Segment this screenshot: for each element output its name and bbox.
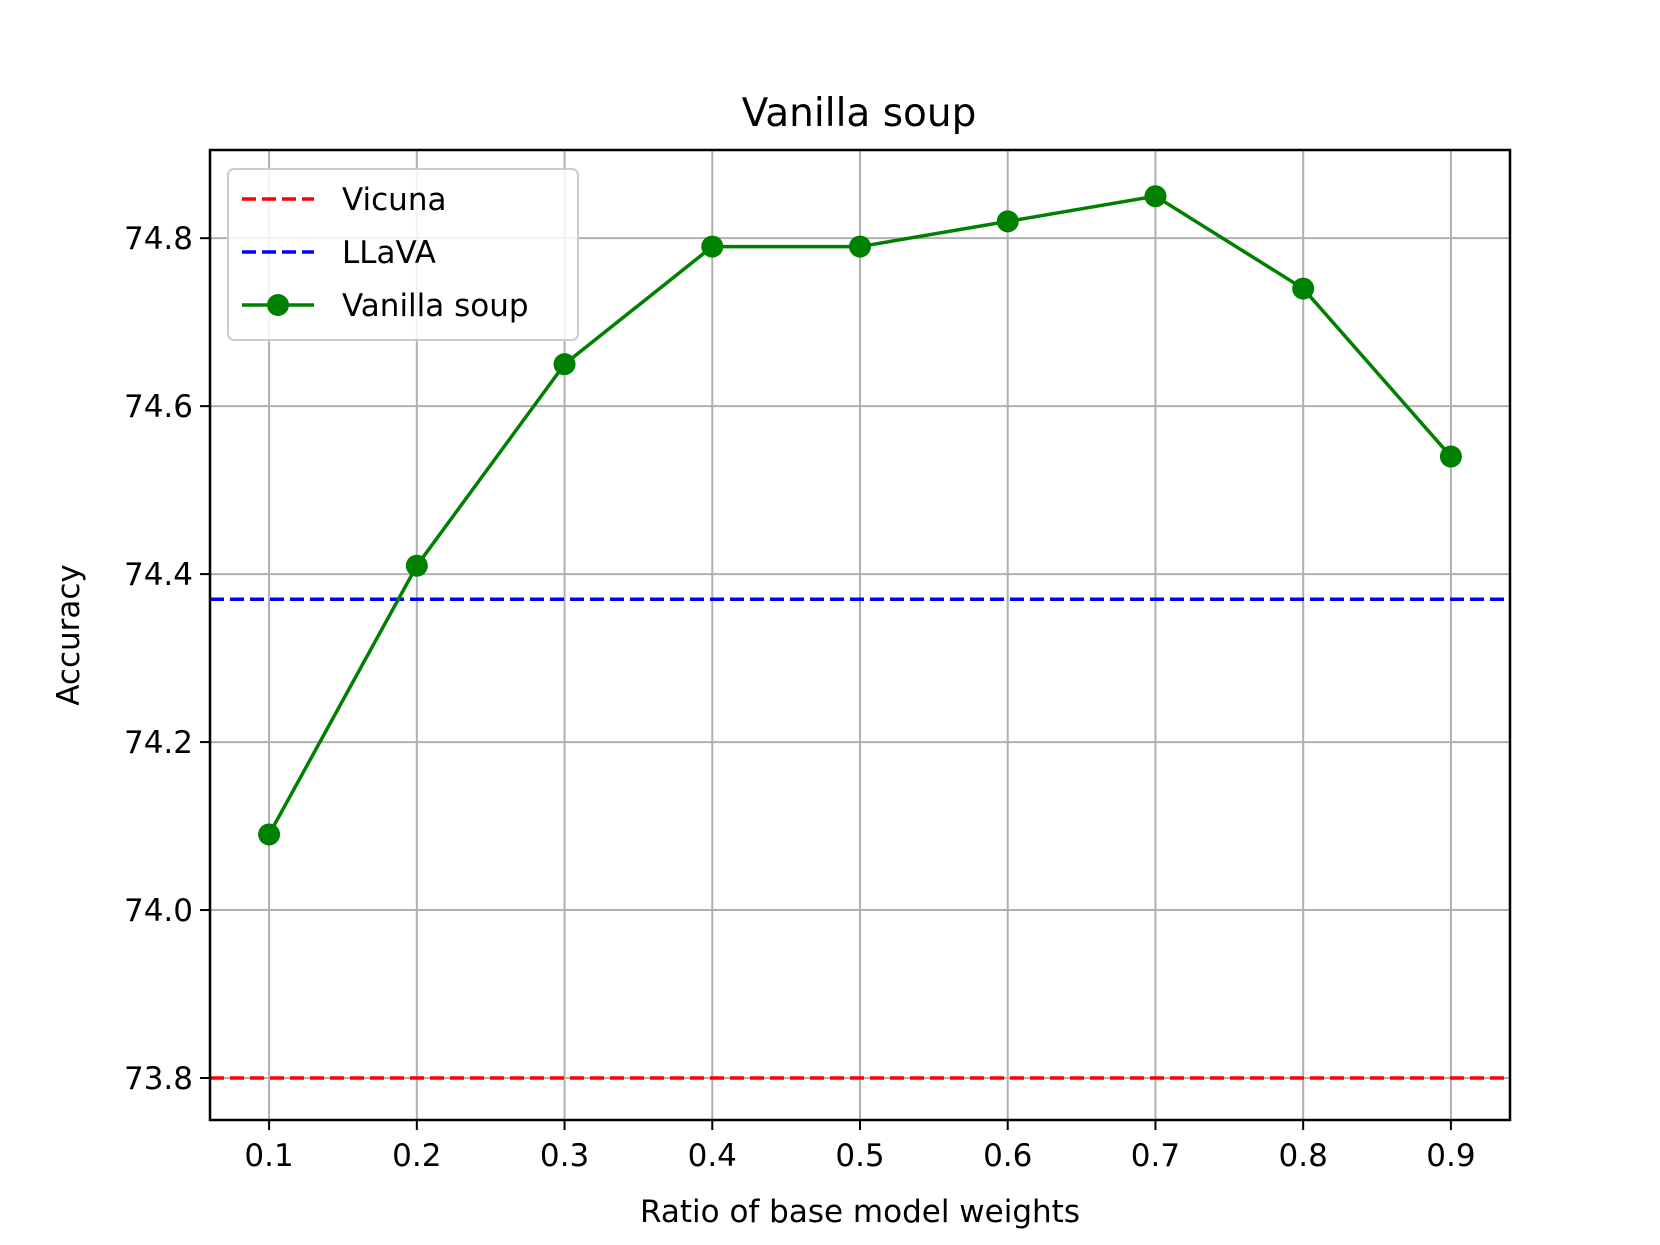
data-point bbox=[849, 235, 871, 258]
x-axis-label: Ratio of base model weights bbox=[640, 1194, 1080, 1230]
x-tick-label: 0.7 bbox=[1131, 1138, 1180, 1174]
data-point bbox=[996, 210, 1019, 233]
x-tick-label: 0.2 bbox=[392, 1138, 441, 1174]
y-tick-label: 74.8 bbox=[124, 221, 193, 257]
data-point bbox=[701, 235, 724, 258]
y-tick-label: 74.6 bbox=[124, 389, 193, 425]
y-tick-label: 73.8 bbox=[124, 1061, 193, 1097]
legend-label: Vicuna bbox=[342, 182, 446, 218]
y-axis-label: Accuracy bbox=[51, 564, 87, 706]
chart-title: Vanilla soup bbox=[742, 91, 977, 136]
x-tick-label: 0.6 bbox=[983, 1138, 1032, 1174]
x-tick-label: 0.8 bbox=[1279, 1138, 1328, 1174]
data-point bbox=[405, 554, 428, 577]
legend-box bbox=[227, 168, 579, 341]
x-axis-ticks: 0.1 0.2 0.3 0.4 0.5 0.6 0.7 0.8 0.9 bbox=[244, 1120, 1476, 1174]
x-tick-label: 0.3 bbox=[540, 1138, 589, 1174]
series-layer bbox=[258, 185, 1462, 846]
y-axis-ticks: 73.8 74.0 74.2 74.4 74.6 74.8 bbox=[124, 221, 210, 1097]
x-tick-label: 0.4 bbox=[688, 1138, 737, 1174]
y-tick-label: 74.4 bbox=[124, 557, 193, 593]
x-tick-label: 0.1 bbox=[244, 1138, 293, 1174]
data-point bbox=[1144, 185, 1167, 208]
x-tick-label: 0.5 bbox=[835, 1138, 884, 1174]
legend-label: LLaVA bbox=[342, 235, 436, 271]
data-point bbox=[1292, 277, 1315, 300]
y-tick-label: 74.2 bbox=[124, 725, 193, 761]
y-tick-label: 74.0 bbox=[124, 893, 193, 929]
legend-marker bbox=[267, 294, 289, 316]
legend-label: Vanilla soup bbox=[342, 288, 529, 324]
data-point bbox=[258, 823, 281, 846]
reference-lines bbox=[210, 597, 1510, 1080]
x-tick-label: 0.9 bbox=[1426, 1138, 1475, 1174]
data-point bbox=[1439, 445, 1462, 468]
legend: Vicuna LLaVA Vanilla soup bbox=[227, 168, 579, 341]
data-point bbox=[553, 353, 576, 376]
